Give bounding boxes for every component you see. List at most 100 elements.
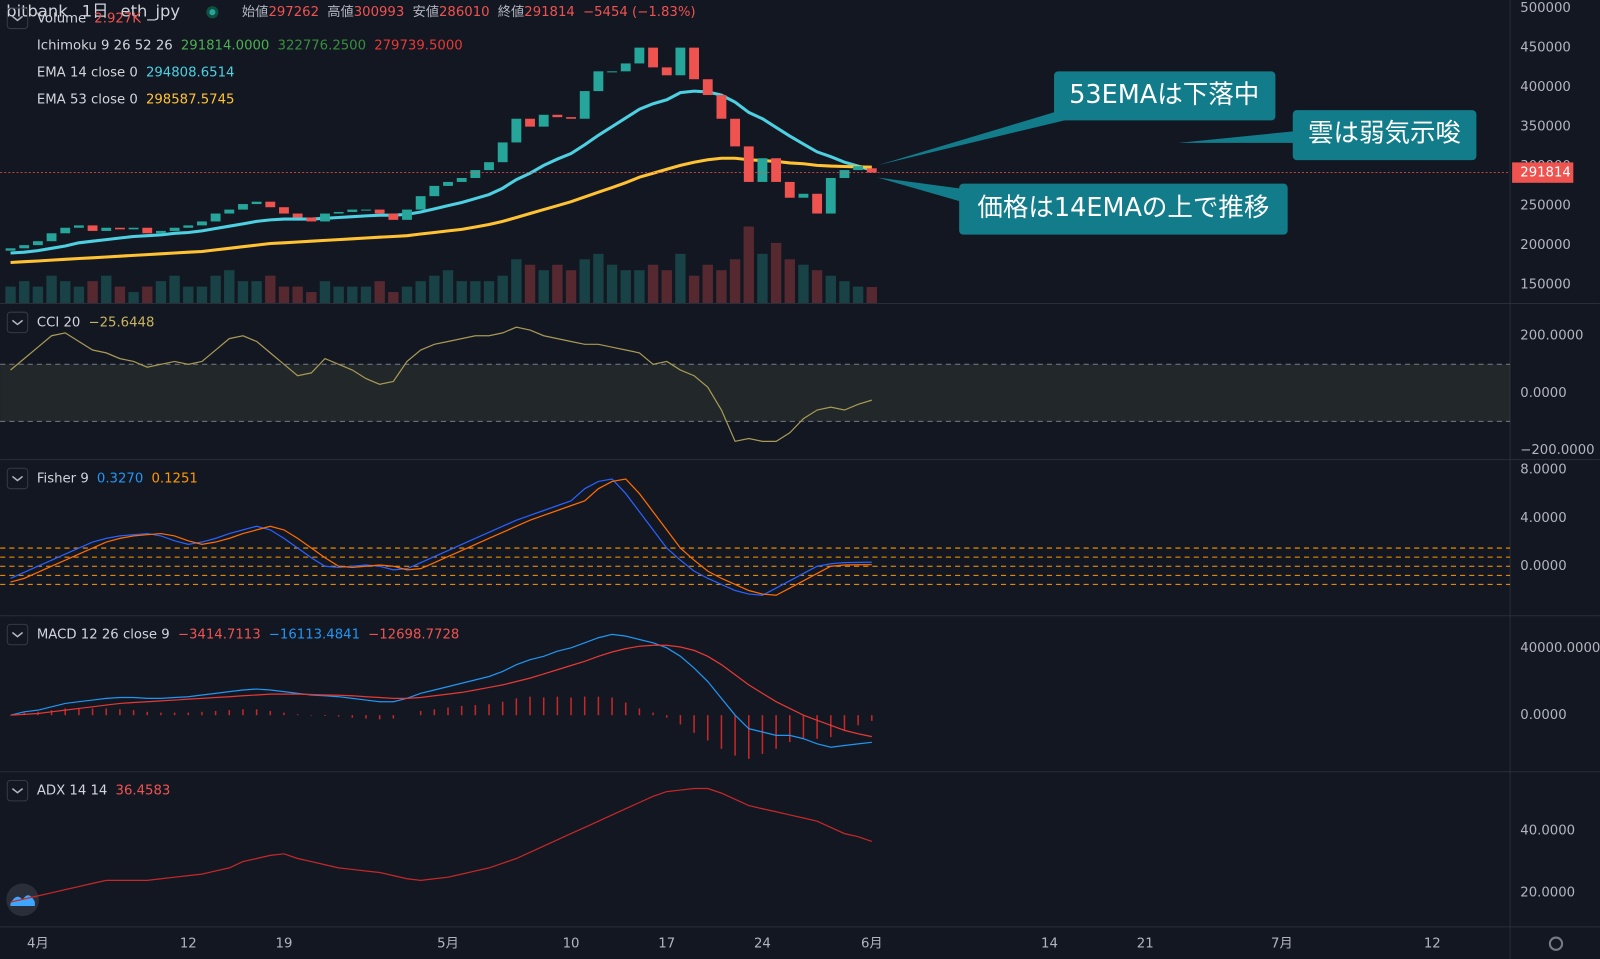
x-tick-label: 7月 xyxy=(1271,937,1293,952)
legend-row: ADX 14 14 36.4583 xyxy=(37,784,170,799)
candle-body xyxy=(634,47,645,64)
legend-title: Volume xyxy=(37,11,86,26)
candle-body xyxy=(866,168,877,173)
x-tick-label: 10 xyxy=(563,937,580,952)
collapse-button[interactable] xyxy=(6,779,29,802)
candle-body xyxy=(388,213,399,220)
candle-body xyxy=(784,181,795,198)
chevron xyxy=(11,15,24,22)
candle-body xyxy=(60,227,71,234)
x-tick-label: 17 xyxy=(658,937,675,952)
volume-bar xyxy=(688,275,700,304)
volume-bar xyxy=(552,264,563,304)
collapse-button[interactable] xyxy=(6,467,29,490)
settings-icon[interactable] xyxy=(1548,936,1564,951)
volume-bar xyxy=(5,286,16,304)
volume-bar xyxy=(19,281,30,304)
candle-body xyxy=(347,209,358,212)
x-tick-label: 12 xyxy=(180,937,197,952)
candle-body xyxy=(607,71,617,73)
volume-bar xyxy=(743,226,754,304)
line-series xyxy=(10,633,872,748)
candle-body xyxy=(114,227,125,230)
x-tick-label: 14 xyxy=(1041,937,1058,952)
volume-bar xyxy=(196,286,208,304)
last-price-tag xyxy=(1512,162,1574,183)
legend-row: CCI 20 −25.6448 xyxy=(37,315,155,330)
candle-body xyxy=(19,245,30,249)
candle-body xyxy=(87,225,98,231)
volume-bar xyxy=(224,270,235,304)
line-series xyxy=(10,326,873,443)
chevron xyxy=(11,788,24,794)
candle-body xyxy=(825,177,836,214)
y-tick-label: 350000 xyxy=(1520,120,1571,135)
volume-bar xyxy=(497,275,508,304)
legend-value: −25.6448 xyxy=(89,315,155,330)
y-tick-label: 0.0000 xyxy=(1520,559,1566,574)
interval[interactable]: 1日 xyxy=(82,2,109,21)
candle-body xyxy=(525,118,535,127)
line-series xyxy=(10,644,872,738)
candle-body xyxy=(730,118,741,147)
volume-bar xyxy=(347,286,358,304)
candle-body xyxy=(73,225,84,228)
volume-bar xyxy=(60,281,71,304)
line-series xyxy=(10,787,873,903)
candle-body xyxy=(566,117,576,119)
annotation-text: 雲は弱気示唆 xyxy=(1308,119,1461,149)
legend-value: −16113.4841 xyxy=(269,628,360,643)
volume-bar xyxy=(128,292,139,304)
volume-bar xyxy=(606,264,618,304)
volume-bar xyxy=(620,270,631,304)
candle-body xyxy=(552,114,563,118)
callout-box xyxy=(959,183,1288,235)
change: −5454 (−1.83%) xyxy=(583,5,696,20)
legend-value: 322776.2500 xyxy=(278,38,367,53)
candle-body xyxy=(279,207,289,214)
legend-value: 291814.0000 xyxy=(181,38,270,53)
candle-body xyxy=(771,158,782,182)
symbol[interactable]: eth_jpy xyxy=(121,2,181,22)
legend-value: 0.3270 xyxy=(97,471,143,486)
y-tick-label: 500000 xyxy=(1520,1,1571,16)
y-tick-label: 40.0000 xyxy=(1520,823,1575,838)
x-tick-label: 19 xyxy=(276,937,293,952)
candle-body xyxy=(702,79,713,96)
chevron xyxy=(11,631,24,638)
volume-bar xyxy=(101,275,112,304)
candle-body xyxy=(415,196,426,210)
volume-bar xyxy=(565,270,577,304)
collapse-button[interactable] xyxy=(6,623,29,646)
candle-body xyxy=(620,63,631,72)
volume-bar xyxy=(183,286,194,304)
collapse-button[interactable] xyxy=(6,7,29,30)
candle-body xyxy=(333,211,344,214)
volume-bar xyxy=(470,281,481,304)
candle-body xyxy=(210,213,221,222)
volume-bar xyxy=(784,259,795,304)
ohlc-label: 終値 xyxy=(498,4,525,20)
volume-bar xyxy=(634,270,645,304)
collapse-button[interactable] xyxy=(6,311,29,334)
annotation: 53EMAは下落中 雲は弱気示唆 価格は14EMAの上で推移 xyxy=(877,71,1477,235)
volume-bar xyxy=(415,281,426,304)
ohlc-label: 始値 xyxy=(242,4,269,20)
y-tick-label: 150000 xyxy=(1520,278,1571,293)
volume-bar xyxy=(237,281,249,304)
y-tick-label: 450000 xyxy=(1520,41,1571,56)
volume-bar xyxy=(32,286,44,304)
volume-bar xyxy=(729,259,741,304)
y-tick-label: 4.0000 xyxy=(1520,511,1566,526)
candle-body xyxy=(456,177,467,182)
volume-bar xyxy=(839,281,850,304)
legend-value: 0.1251 xyxy=(151,471,197,486)
legend-value: −3414.7113 xyxy=(178,628,261,643)
ohlc-value: 286010 xyxy=(439,5,490,20)
volume-bar xyxy=(46,275,57,304)
y-tick-label: 0.0000 xyxy=(1520,386,1566,401)
candle-body xyxy=(306,217,317,222)
ohlc: 始値297262 高値300993 安値286010 終値291814 −5454 (−… xyxy=(242,3,696,20)
